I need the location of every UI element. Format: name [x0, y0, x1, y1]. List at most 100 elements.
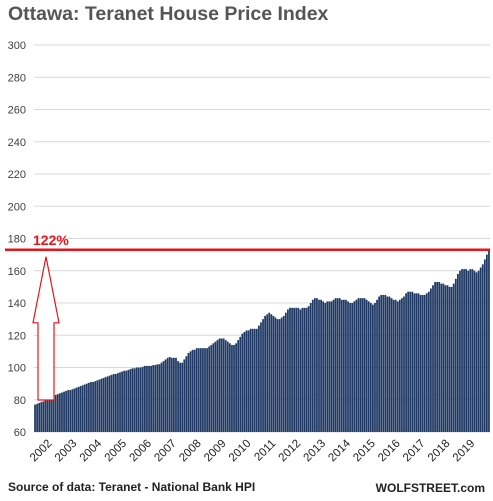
- bar: [181, 362, 184, 432]
- bar: [164, 359, 167, 432]
- bar: [486, 254, 488, 432]
- bar: [268, 312, 271, 432]
- bar: [162, 361, 165, 432]
- bar: [351, 303, 354, 432]
- bar: [301, 307, 304, 432]
- bar: [249, 328, 252, 432]
- bar: [191, 349, 194, 432]
- x-tick-label: 2007: [152, 438, 179, 465]
- x-tick-label: 2003: [53, 438, 80, 465]
- bar: [353, 301, 356, 432]
- bar: [199, 348, 202, 432]
- bar: [394, 299, 397, 432]
- bar: [104, 377, 107, 432]
- bar: [150, 365, 152, 432]
- bar: [376, 299, 378, 432]
- bar: [218, 338, 221, 432]
- bar: [179, 362, 182, 432]
- bar: [442, 283, 445, 432]
- x-tick-label: 2011: [252, 438, 278, 464]
- bar: [392, 299, 395, 432]
- bar: [239, 336, 242, 432]
- bar: [226, 341, 229, 432]
- bar: [295, 307, 298, 432]
- bar: [475, 272, 478, 432]
- bar: [463, 269, 465, 432]
- bar: [59, 393, 61, 432]
- bar: [305, 307, 308, 432]
- bar: [461, 269, 463, 432]
- bar: [359, 298, 362, 432]
- bar: [46, 398, 49, 432]
- bar: [473, 270, 476, 432]
- bar: [465, 269, 468, 432]
- bar: [189, 351, 192, 432]
- bar: [467, 270, 470, 432]
- bar: [148, 365, 150, 432]
- bar: [141, 366, 144, 432]
- bar: [54, 394, 57, 432]
- bar: [75, 387, 78, 432]
- bar: [318, 299, 320, 432]
- bar: [423, 294, 426, 432]
- bar: [123, 370, 126, 432]
- bar: [432, 285, 434, 432]
- bar: [419, 294, 422, 432]
- x-tick-label: 2006: [127, 438, 154, 465]
- bar: [139, 367, 142, 432]
- bar: [125, 370, 128, 432]
- bar: [108, 375, 111, 432]
- bar: [307, 306, 310, 432]
- bar: [363, 298, 366, 432]
- bar: [456, 273, 459, 432]
- bar: [90, 382, 92, 432]
- bar: [127, 369, 130, 432]
- bar: [270, 314, 273, 432]
- bar: [471, 269, 474, 432]
- y-tick-label: 260: [8, 105, 26, 117]
- bar: [367, 301, 370, 432]
- bar: [347, 301, 349, 432]
- bar: [102, 377, 105, 432]
- bar: [477, 270, 480, 432]
- bar: [430, 288, 432, 432]
- bar: [195, 348, 198, 432]
- bar: [260, 322, 262, 432]
- bar: [187, 352, 190, 432]
- chart-title: Ottawa: Teranet House Price Index: [8, 3, 329, 25]
- bar: [357, 298, 360, 432]
- bar: [202, 348, 204, 432]
- y-tick-label: 160: [8, 266, 26, 278]
- bar: [224, 340, 227, 432]
- bar: [380, 294, 383, 432]
- bar: [330, 301, 333, 432]
- bar: [241, 333, 244, 432]
- bar: [262, 319, 264, 432]
- bar: [342, 299, 345, 432]
- bar: [446, 285, 449, 432]
- bar: [173, 357, 175, 432]
- bar: [340, 299, 343, 432]
- bar: [228, 343, 231, 432]
- bar: [338, 298, 341, 432]
- bar: [450, 286, 453, 432]
- bar: [255, 328, 258, 432]
- bar: [374, 303, 376, 432]
- bar: [388, 296, 391, 432]
- bar: [110, 374, 113, 432]
- bar: [372, 304, 374, 432]
- bar: [299, 309, 302, 432]
- bar: [40, 402, 43, 432]
- bar: [355, 299, 358, 432]
- bar: [106, 376, 109, 432]
- bar: [415, 293, 418, 432]
- bar: [421, 294, 424, 432]
- bar: [251, 328, 254, 432]
- bar: [177, 361, 179, 432]
- bar: [378, 296, 380, 432]
- bar: [345, 299, 347, 432]
- bar: [94, 381, 97, 432]
- bar: [237, 340, 240, 432]
- bar: [411, 291, 414, 432]
